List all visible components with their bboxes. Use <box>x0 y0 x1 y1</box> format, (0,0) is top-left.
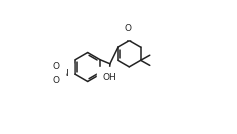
Text: O: O <box>53 76 60 85</box>
Text: N: N <box>61 69 68 78</box>
Text: O: O <box>124 24 132 33</box>
Text: O: O <box>53 62 60 71</box>
Text: OH: OH <box>102 73 116 82</box>
